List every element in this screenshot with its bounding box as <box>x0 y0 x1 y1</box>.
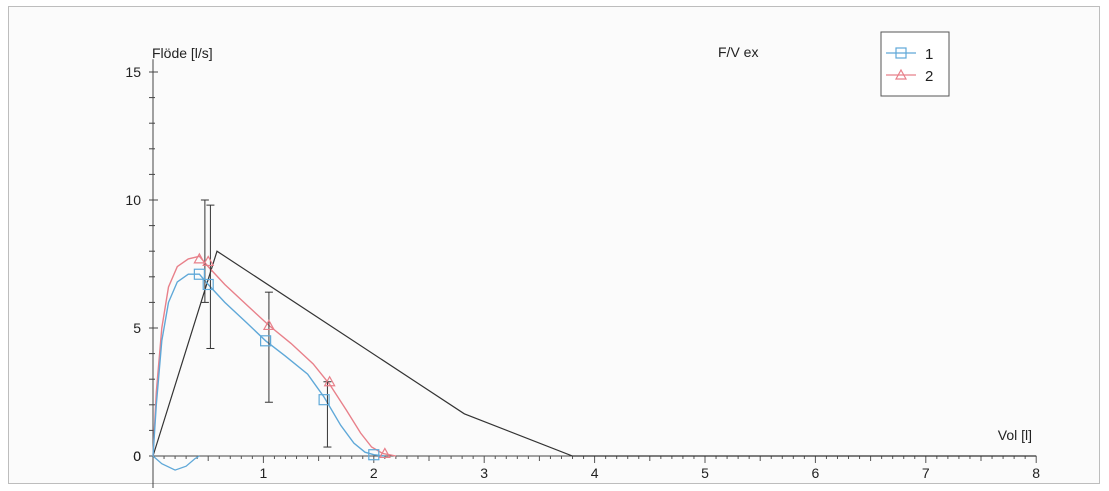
chart-title: F/V ex <box>718 44 758 60</box>
series-1-marker <box>368 449 380 461</box>
y-tick-label: 0 <box>133 448 141 464</box>
x-tick-label: 4 <box>591 465 599 481</box>
legend-label-1: 1 <box>925 46 933 63</box>
series-1-marker <box>318 394 330 406</box>
y-tick-label: 15 <box>125 64 141 80</box>
series-2-line <box>152 255 397 457</box>
series-2-marker <box>323 375 336 387</box>
x-tick-label: 1 <box>260 465 268 481</box>
series-1-dip-line <box>152 455 200 471</box>
x-tick-label: 7 <box>922 465 930 481</box>
series-2-marker <box>378 447 391 459</box>
y-tick-label: 5 <box>133 320 141 336</box>
reference-line <box>152 250 1037 457</box>
x-tick-label: 3 <box>480 465 488 481</box>
y-tick-label: 10 <box>125 192 141 208</box>
x-tick-label: 2 <box>370 465 378 481</box>
x-tick-label: 6 <box>812 465 820 481</box>
legend-marker-2 <box>894 68 908 80</box>
legend-marker-1 <box>895 47 907 59</box>
series-1-marker <box>260 335 272 347</box>
series-1-marker <box>193 268 205 280</box>
x-axis-label: Vol [l] <box>998 427 1032 443</box>
legend: 12 <box>880 31 950 97</box>
chart-marks <box>152 199 1037 471</box>
x-tick-label: 5 <box>701 465 709 481</box>
series-2-marker <box>262 319 275 331</box>
y-tick-label: 0 <box>133 448 141 464</box>
x-tick-label: 8 <box>1032 465 1040 481</box>
series-1-marker <box>202 278 214 291</box>
series-2-marker <box>193 252 206 264</box>
series-2-marker <box>202 255 215 267</box>
series-1-line <box>152 273 385 457</box>
y-axis-label: Flöde [l/s] <box>152 45 213 61</box>
legend-label-2: 2 <box>925 68 933 85</box>
legend-box <box>880 31 950 97</box>
